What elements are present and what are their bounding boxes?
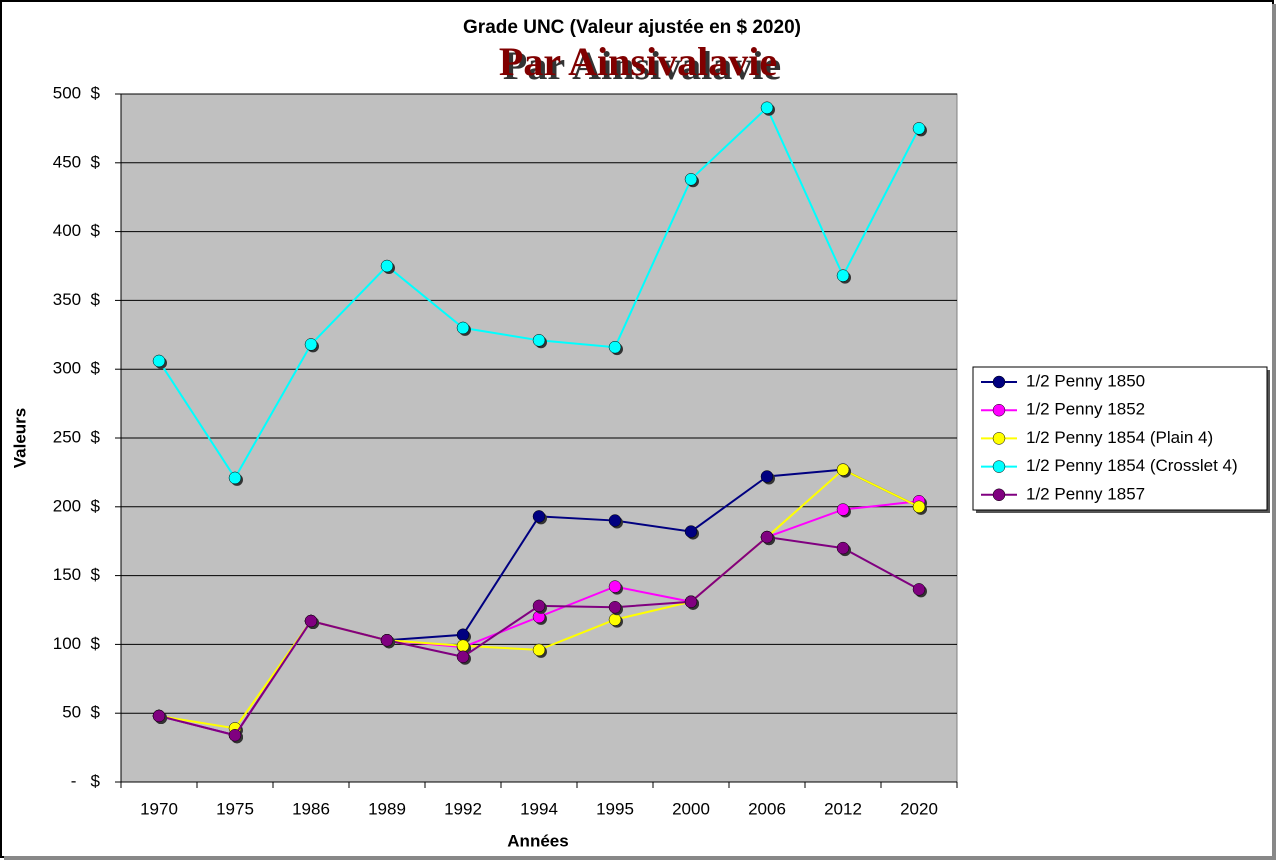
y-tick-label: 150 $ xyxy=(53,565,101,584)
y-tick-label: 300 $ xyxy=(53,359,101,378)
marker xyxy=(608,340,622,354)
marker xyxy=(532,643,546,657)
legend-marker xyxy=(992,488,1006,502)
marker xyxy=(912,122,926,135)
marker xyxy=(836,503,850,516)
x-tick-label: 2006 xyxy=(748,799,786,818)
y-tick-label: 350 $ xyxy=(53,290,101,309)
legend-marker xyxy=(992,375,1006,389)
chart-title: Grade UNC (Valeur ajustée en $ 2020) xyxy=(463,17,801,38)
x-tick-label: 1970 xyxy=(140,799,178,818)
series xyxy=(152,101,927,486)
marker xyxy=(228,728,242,742)
y-axis-label: Valeurs xyxy=(10,408,29,469)
marker xyxy=(608,600,622,614)
marker xyxy=(912,500,926,514)
y-tick-label: 500 $ xyxy=(53,83,101,102)
marker xyxy=(456,628,470,642)
legend-marker xyxy=(992,403,1006,417)
legend-label: 1/2 Penny 1854 (Crosslet 4) xyxy=(1026,456,1238,475)
subtitle: Par Ainsivalavie xyxy=(499,39,777,84)
marker xyxy=(380,259,394,273)
marker xyxy=(152,709,166,723)
x-tick-label: 1994 xyxy=(520,799,558,818)
marker xyxy=(456,639,470,653)
marker xyxy=(228,471,242,485)
series xyxy=(152,530,927,744)
marker xyxy=(608,580,622,593)
frame-shadow xyxy=(1272,4,1276,860)
marker xyxy=(760,101,774,115)
legend-marker xyxy=(992,432,1006,445)
x-tick-label: 2000 xyxy=(672,799,710,818)
marker xyxy=(532,510,546,523)
marker xyxy=(304,614,318,628)
x-tick-label: 2020 xyxy=(900,799,938,818)
marker xyxy=(608,613,622,626)
x-axis-label: Années xyxy=(507,831,568,850)
y-tick-label: - $ xyxy=(71,771,101,790)
x-tick-label: 2012 xyxy=(824,799,862,818)
x-tick-label: 1995 xyxy=(596,799,634,818)
marker xyxy=(836,269,850,282)
legend-label: 1/2 Penny 1850 xyxy=(1026,371,1145,390)
y-tick-label: 400 $ xyxy=(53,221,101,240)
marker xyxy=(304,338,318,351)
legend-label: 1/2 Penny 1854 (Plain 4) xyxy=(1026,428,1213,447)
y-tick-label: 100 $ xyxy=(53,634,101,653)
x-tick-label: 1975 xyxy=(216,799,254,818)
marker xyxy=(912,583,926,596)
y-tick-label: 200 $ xyxy=(53,496,101,515)
y-tick-label: 250 $ xyxy=(53,427,101,446)
marker xyxy=(684,173,698,186)
marker xyxy=(532,599,546,613)
legend-label: 1/2 Penny 1857 xyxy=(1026,484,1145,503)
x-tick-label: 1992 xyxy=(444,799,482,818)
y-tick-label: 450 $ xyxy=(53,152,101,171)
marker xyxy=(456,650,470,664)
marker xyxy=(836,541,850,555)
marker xyxy=(836,463,850,476)
marker xyxy=(760,530,774,544)
marker xyxy=(684,595,698,608)
y-tick-label: 50 $ xyxy=(62,703,100,722)
marker xyxy=(532,334,546,347)
marker xyxy=(456,321,470,335)
marker xyxy=(608,514,622,527)
x-tick-label: 1986 xyxy=(292,799,330,818)
legend xyxy=(972,366,1268,511)
marker xyxy=(684,525,698,538)
frame-shadow xyxy=(4,856,1276,860)
marker xyxy=(760,470,774,483)
x-tick-label: 1989 xyxy=(368,799,406,818)
subtitle-shadow: Par Ainsivalavie xyxy=(503,43,781,88)
marker xyxy=(152,354,166,368)
legend-marker xyxy=(992,460,1006,473)
legend-label: 1/2 Penny 1852 xyxy=(1026,400,1145,419)
marker xyxy=(380,634,394,647)
